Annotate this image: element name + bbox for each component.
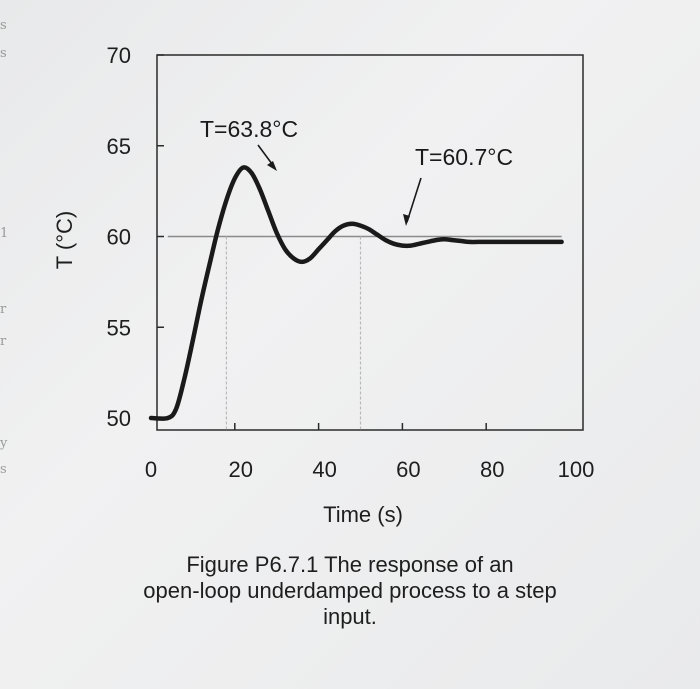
- y-tick-label: 65: [107, 134, 131, 159]
- y-tick-label: 55: [107, 315, 131, 340]
- edge-mark: s: [0, 462, 7, 477]
- x-tick-label: 40: [312, 457, 336, 482]
- caption-line-1: Figure P6.7.1 The response of an: [186, 552, 514, 577]
- edge-mark: r: [0, 334, 7, 349]
- annotation-second-peak-arrow: [406, 177, 422, 223]
- x-tick-label: 80: [480, 457, 504, 482]
- figure-caption: Figure P6.7.1 The response of an open-lo…: [0, 552, 700, 630]
- y-tick-label: 50: [107, 406, 131, 431]
- y-axis-label: T (°C): [52, 211, 77, 270]
- edge-mark: s: [0, 46, 7, 61]
- edge-mark: y: [0, 436, 8, 451]
- annotation-second-peak-arrowhead: [403, 214, 410, 226]
- x-tick-label: 0: [145, 457, 157, 482]
- series-layer: [148, 165, 564, 421]
- x-axis-label: Time (s): [323, 502, 403, 527]
- caption-line-2: open-loop underdamped process to a step: [143, 578, 557, 603]
- annotation-peak-arrowhead: [267, 161, 277, 171]
- annotation-peak-label: T=63.8°C: [200, 116, 298, 142]
- edge-mark: r: [0, 302, 7, 317]
- edge-mark: 1: [0, 226, 9, 241]
- axis-labels: Time (s) T (°C): [52, 211, 403, 527]
- annotation-second-peak-label: T=60.7°C: [415, 144, 513, 170]
- y-tick-label: 60: [107, 225, 131, 250]
- tick-labels: 50 55 60 65 70 0 20 40 60 80 100: [107, 43, 595, 482]
- y-tick-label: 70: [107, 43, 131, 68]
- x-tick-label: 100: [558, 457, 595, 482]
- plot-border: [156, 54, 584, 431]
- reference-lines: [167, 235, 562, 430]
- x-tick-label: 20: [229, 457, 253, 482]
- x-tick-label: 60: [396, 457, 420, 482]
- caption-line-3: input.: [323, 604, 377, 629]
- response-curve-series: [148, 165, 564, 421]
- edge-mark: s: [0, 18, 7, 33]
- annotations: T=63.8°C T=60.7°C: [200, 116, 513, 226]
